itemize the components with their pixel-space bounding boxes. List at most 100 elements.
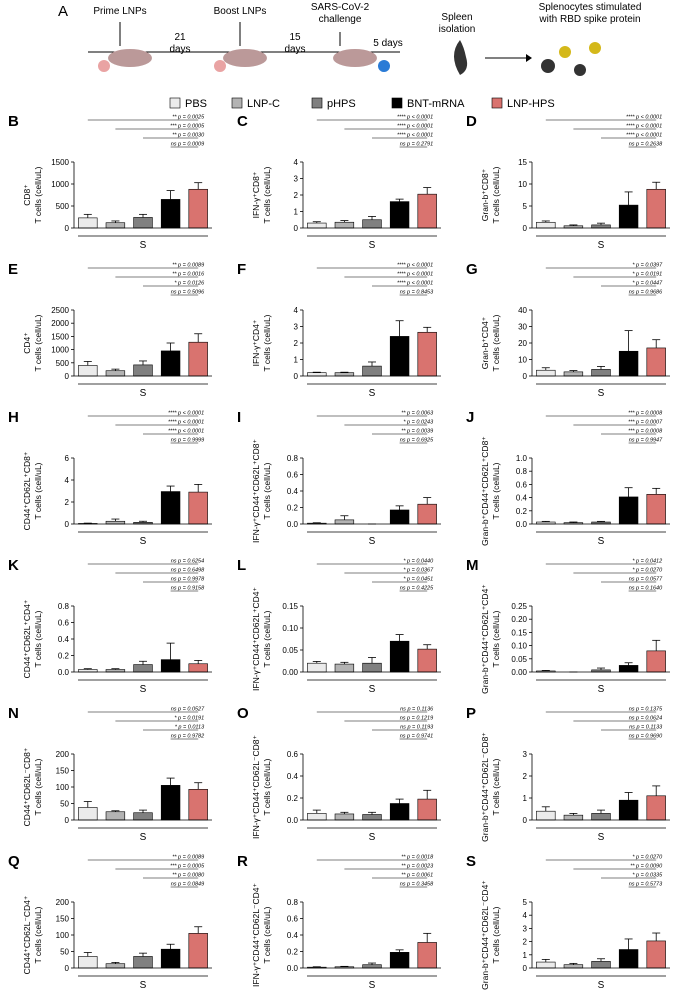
schematic: A Prime LNPs Boost LNPs SARS-CoV-2 chall… [58, 2, 641, 76]
bar [563, 814, 584, 821]
bar [105, 520, 126, 525]
bar [334, 663, 355, 673]
y-tick-label: 0.6 [287, 750, 299, 759]
significance-label: **** p < 0.0001 [168, 420, 204, 426]
y-tick-label: 0 [65, 224, 70, 233]
y-tick-label: 0 [523, 816, 528, 825]
legend-swatch [391, 97, 403, 109]
legend-swatch [491, 97, 503, 109]
y-tick-label: 40 [518, 306, 527, 315]
bar [618, 949, 639, 969]
significance-label: ns p = 0.9690 [629, 734, 663, 740]
significance-label: **** p < 0.0001 [626, 124, 662, 130]
y-tick-label: 0.6 [287, 471, 299, 480]
bar [389, 640, 410, 673]
y-tick-label: 500 [56, 359, 70, 368]
significance-label: ** p = 0.0018 [401, 855, 434, 861]
y-tick-label: 2500 [51, 306, 69, 315]
x-axis-label: S [140, 980, 147, 991]
bar [133, 812, 153, 821]
significance-label: ns p = 0.2638 [629, 142, 663, 148]
bar [105, 370, 126, 377]
bar [646, 650, 666, 673]
x-axis-label: S [598, 240, 605, 251]
significance-label: * p = 0.0367 [403, 568, 434, 574]
y-tick-label: 15 [518, 158, 527, 167]
y-tick-label: 0.25 [511, 602, 527, 611]
cell-icon [574, 64, 586, 76]
bar [78, 956, 98, 969]
panel-label: P [466, 705, 476, 722]
bar [188, 789, 208, 821]
significance-label: ** p = 0.0030 [172, 133, 205, 139]
panel-label: N [8, 705, 19, 722]
legend-label: BNT-mRNA [407, 98, 465, 110]
y-axis-label: T cells (cell/uL) [491, 314, 501, 371]
y-tick-label: 3 [523, 750, 528, 759]
x-axis-label: S [140, 388, 147, 399]
significance-label: **** p < 0.0001 [397, 272, 433, 278]
significance-label: **** p < 0.0001 [397, 133, 433, 139]
y-axis-label: Gran-b⁺CD4⁺ [480, 316, 490, 369]
significance-label: ** p = 0.0089 [172, 263, 204, 269]
y-tick-label: 1.0 [516, 454, 528, 463]
y-tick-label: 0 [294, 372, 299, 381]
significance-label: ** p = 0.0063 [401, 411, 434, 417]
significance-label: ns p = 0.9158 [171, 586, 205, 592]
cell-icon [541, 59, 555, 73]
y-tick-label: 2 [65, 498, 70, 507]
y-tick-label: 0.4 [287, 772, 299, 781]
bar [618, 799, 639, 821]
y-tick-label: 0.0 [287, 520, 299, 529]
legend-swatch [311, 97, 323, 109]
significance-label: ns p = 0.0849 [171, 882, 205, 888]
bar [536, 961, 556, 969]
bar [646, 493, 666, 525]
y-axis-label: T cells (cell/uL) [491, 462, 501, 519]
y-axis-label: T cells (cell/uL) [491, 906, 501, 963]
y-tick-label: 0.6 [287, 915, 299, 924]
significance-label: ns p = 0.0009 [171, 142, 205, 148]
significance-label: *** p = 0.0007 [628, 420, 663, 426]
interval-label: days [284, 44, 305, 55]
significance-label: * p = 0.0191 [174, 716, 204, 722]
y-axis-label: CD8⁺ [22, 184, 32, 206]
significance-label: * p = 0.0243 [403, 420, 434, 426]
panel-label: C [237, 113, 248, 130]
bar [417, 193, 437, 229]
significance-label: ** p = 0.0023 [401, 864, 434, 870]
y-tick-label: 150 [56, 767, 70, 776]
bar [188, 663, 208, 673]
bar [389, 803, 410, 821]
significance-label: ns p = 0.1640 [629, 586, 663, 592]
y-tick-label: 4 [523, 911, 528, 920]
legend-swatch [169, 97, 181, 109]
y-tick-label: 0.2 [287, 794, 299, 803]
y-tick-label: 0.15 [511, 628, 527, 637]
y-tick-label: 0.00 [511, 668, 527, 677]
bar [646, 795, 666, 821]
significance-label: ns p = 0.0527 [171, 707, 205, 713]
bar [591, 813, 611, 821]
y-tick-label: 4 [294, 158, 299, 167]
y-axis-label: T cells (cell/uL) [262, 758, 272, 815]
bar [188, 491, 208, 525]
significance-label: ns p = 0.1219 [400, 716, 434, 722]
bar [105, 222, 126, 229]
bar [307, 813, 327, 821]
y-tick-label: 1000 [51, 180, 69, 189]
y-tick-label: 0 [65, 964, 70, 973]
y-axis-label: T cells (cell/uL) [33, 610, 43, 667]
y-axis-label: IFN-γ⁺CD44⁺CD62L⁺CD8⁺ [251, 439, 261, 543]
panel-label: M [466, 557, 479, 574]
y-tick-label: 0.4 [287, 487, 299, 496]
y-axis-label: Gran-b⁺CD44⁺CD62L⁺CD8⁺ [480, 436, 490, 546]
y-axis-label: T cells (cell/uL) [491, 166, 501, 223]
significance-label: * p = 0.0270 [632, 568, 663, 574]
x-axis-label: S [369, 536, 376, 547]
interval-label: 21 [174, 32, 186, 43]
y-tick-label: 50 [60, 800, 69, 809]
bar [362, 365, 382, 377]
y-tick-label: 20 [518, 339, 527, 348]
step-label: Prime LNPs [93, 6, 146, 17]
